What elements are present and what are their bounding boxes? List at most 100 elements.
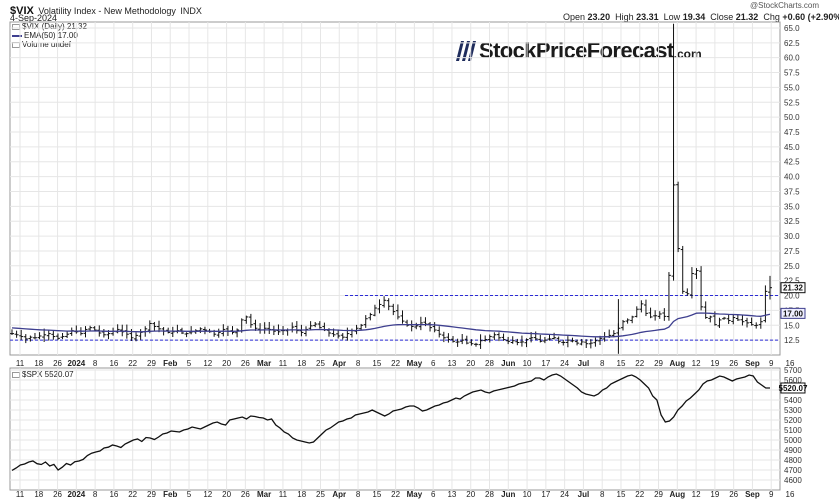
vix-x-tick-label: 8: [93, 359, 98, 368]
ohlc-bar: [157, 320, 162, 333]
ohlc-bar: [483, 335, 488, 342]
ohlc-bar: [676, 181, 681, 253]
spx-x-tick-label: 15: [372, 490, 381, 499]
ohlc-bar: [653, 310, 658, 321]
ema-last-tag: 17.00: [780, 307, 806, 319]
exchange: INDX: [180, 6, 202, 16]
ohlc-bar: [593, 337, 598, 347]
vix-x-tick-label: 9: [769, 359, 774, 368]
spx-x-tick-label: 8: [600, 490, 605, 499]
spx-x-tick-label: 22: [391, 490, 400, 499]
ohlc-bar: [134, 332, 139, 342]
vix-x-tick-label: 11: [16, 359, 25, 368]
spx-x-tick-label: Jun: [501, 490, 515, 499]
copyright: @StockCharts.com: [750, 1, 820, 10]
ohlc-bar: [662, 308, 667, 321]
ohlc-bar: [575, 339, 580, 346]
vix-y-tick-label: 35.0: [784, 202, 800, 211]
ohlc-bar: [473, 342, 478, 347]
vix-x-tick-label: 22: [128, 359, 137, 368]
ohlc-bar: [304, 326, 309, 337]
ohlc-bar: [758, 317, 763, 329]
spx-x-tick-label: 20: [466, 490, 475, 499]
vix-x-tick-label: 25: [316, 359, 325, 368]
vix-x-tick-label: 26: [53, 359, 62, 368]
ohlc-bar: [10, 329, 14, 335]
ohlc-bar: [294, 321, 299, 334]
ohlc-bar: [336, 329, 341, 339]
ohlc-bar: [699, 266, 704, 311]
vix-x-tick-label: 28: [485, 359, 494, 368]
spx-x-tick-label: Feb: [163, 490, 177, 499]
spx-x-tick-label: 19: [710, 490, 719, 499]
ohlc-bar: [253, 319, 258, 331]
spx-last-tag: 5520.07: [779, 382, 808, 394]
ohlc-bar: [657, 311, 662, 319]
ohlc-bar: [620, 319, 625, 331]
ohlc-bar: [313, 321, 318, 328]
vix-x-tick-label: 26: [729, 359, 738, 368]
ohlc-bar: [391, 303, 396, 316]
ohlc-bar: [432, 322, 437, 333]
spx-x-tick-label: 15: [617, 490, 626, 499]
ohlc-bar: [221, 324, 226, 337]
vix-y-tick-label: 42.5: [784, 158, 800, 167]
spx-x-tick-label: 22: [635, 490, 644, 499]
spx-x-tick-label: 10: [523, 490, 532, 499]
spx-x-tick-label: 12: [692, 490, 701, 499]
vix-x-tick-label: 19: [710, 359, 719, 368]
spx-x-tick-label: 9: [769, 490, 774, 499]
ohlc-bar: [588, 339, 593, 349]
vix-x-tick-label: Aug: [670, 359, 686, 368]
spx-y-tick-label: 5200: [784, 416, 802, 425]
spx-x-ticks: 11 18 26 2024 8 16 22 29 Feb 5 12 20 26 Mar 11 18 25 Apr 8…: [16, 490, 795, 499]
ohlc-bar: [363, 315, 368, 328]
vix-y-tick-label: 57.5: [784, 69, 800, 78]
vix-y-tick-label: 37.5: [784, 187, 800, 196]
spx-y-ticks: 4600470048004900500051005200530054005500…: [784, 366, 802, 485]
ohlc-bar: [768, 275, 772, 300]
spx-x-tick-label: 5: [187, 490, 192, 499]
ema-swatch-icon: [12, 34, 22, 37]
spx-y-tick-label: 4900: [784, 446, 802, 455]
vix-x-tick-label: 20: [222, 359, 231, 368]
spx-x-tick-label: Jul: [578, 490, 590, 499]
chart-title: $VIX Volatility Index - New Methodology …: [10, 1, 202, 19]
vix-y-tick-label: 20.0: [784, 292, 800, 301]
ohlc-bar: [386, 298, 391, 311]
ohlc-bar: [23, 334, 28, 344]
ohlc-bar: [230, 326, 235, 335]
vix-y-tick-label: 62.5: [784, 39, 800, 48]
vix-y-tick-label: 12.5: [784, 336, 800, 345]
spx-y-tick-label: 5400: [784, 396, 802, 405]
ohlc-bar: [308, 321, 313, 330]
vix-x-tick-label: 5: [187, 359, 192, 368]
spx-x-tick-label: 16: [109, 490, 118, 499]
ohlc-bar: [359, 323, 364, 330]
spx-x-tick-label: 6: [431, 490, 436, 499]
ohlc-bar: [244, 315, 249, 324]
ohlc-bar: [487, 334, 492, 343]
vix-x-tick-label: Feb: [163, 359, 177, 368]
spx-x-tick-label: 26: [729, 490, 738, 499]
spx-x-tick-label: 24: [560, 490, 569, 499]
ohlc-bar: [101, 328, 106, 338]
ohlc-bar: [749, 317, 754, 326]
vix-x-ticks: 11 18 26 2024 8 16 22 29 Feb 5 12 20 26 Mar 11 18 25 Apr 8…: [16, 359, 795, 368]
dashed-levels: [10, 295, 780, 341]
vix-x-tick-label: Jul: [578, 359, 590, 368]
spx-y-tick-label: 4700: [784, 466, 802, 475]
spx-x-tick-label: 16: [786, 490, 795, 499]
ohlc-bar: [382, 296, 387, 308]
ohlc-bar: [625, 318, 630, 324]
ohlc-bar: [395, 304, 400, 320]
vix-y-tick-label: 60.0: [784, 54, 800, 63]
ohlc-bar: [258, 323, 263, 334]
ohlc-bar: [630, 315, 635, 324]
spx-x-tick-label: 11: [279, 490, 288, 499]
ohlc-bar: [547, 334, 552, 341]
ohlc-bar: [267, 321, 272, 335]
spx-x-tick-label: 13: [447, 490, 456, 499]
ohlc-bar: [556, 336, 561, 344]
ohlc-bar: [519, 335, 524, 347]
